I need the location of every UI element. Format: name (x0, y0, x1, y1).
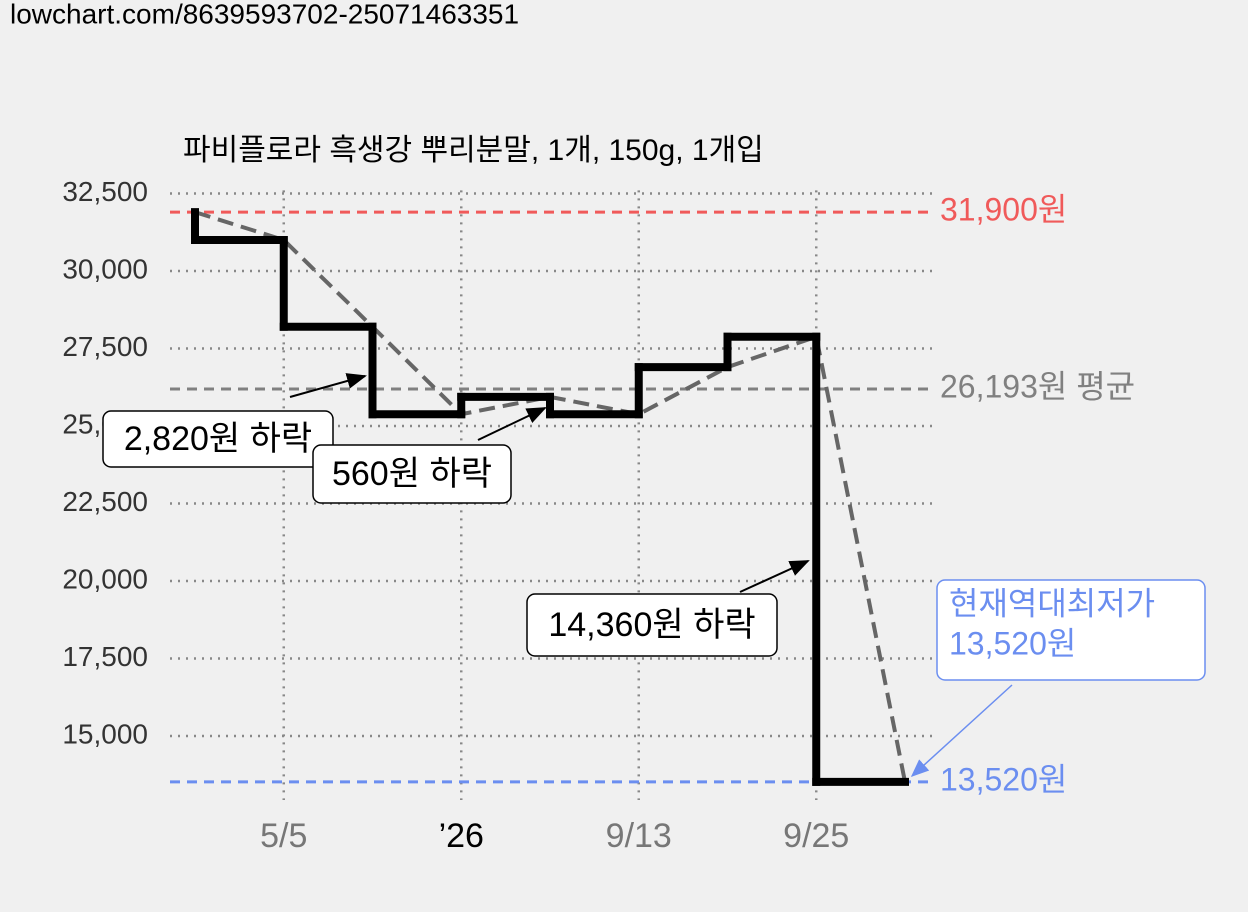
y-tick-label: 17,500 (62, 641, 148, 672)
y-tick-label: 27,500 (62, 331, 148, 362)
annotation-box (312, 444, 512, 504)
y-tick-label: 22,500 (62, 486, 148, 517)
x-tick-label: 9/13 (606, 817, 672, 855)
trend-line (194, 210, 907, 783)
url: lowchart.com/8639593702-25071463351 (10, 0, 519, 29)
annotation-box (526, 593, 778, 657)
reference-label: 13,520원 (940, 761, 1067, 797)
x-tick-label: 9/25 (783, 817, 849, 855)
annotation-text: 2,820원 하락 (124, 420, 312, 458)
annotation-box (936, 579, 1206, 681)
chart-title: 파비플로라 흑생강 뿌리분말, 1개, 150g, 1개입 (183, 134, 764, 167)
annotation-arrow (910, 684, 1013, 778)
annotation-text: 현재역대최저가 (949, 585, 1155, 621)
annotation-arrow (739, 560, 810, 593)
annotation-arrow (477, 407, 547, 441)
annotation-text: 14,360원 하락 (548, 606, 755, 644)
x-tick-label: 5/5 (260, 817, 307, 855)
reference-label: 26,193원 평균 (940, 368, 1135, 404)
y-tick-label: 15,000 (62, 718, 148, 749)
reference-label: 31,900원 (940, 192, 1067, 228)
annotation-text: 560원 하락 (332, 455, 492, 493)
annotation-arrow (289, 373, 367, 398)
x-tick-label: ’26 (439, 817, 484, 855)
y-tick-label: 32,500 (62, 176, 148, 207)
y-tick-label: 30,000 (62, 253, 148, 284)
annotation-box (102, 410, 334, 468)
y-tick-label: 20,000 (62, 563, 148, 594)
annotation-text: 13,520원 (949, 625, 1076, 661)
